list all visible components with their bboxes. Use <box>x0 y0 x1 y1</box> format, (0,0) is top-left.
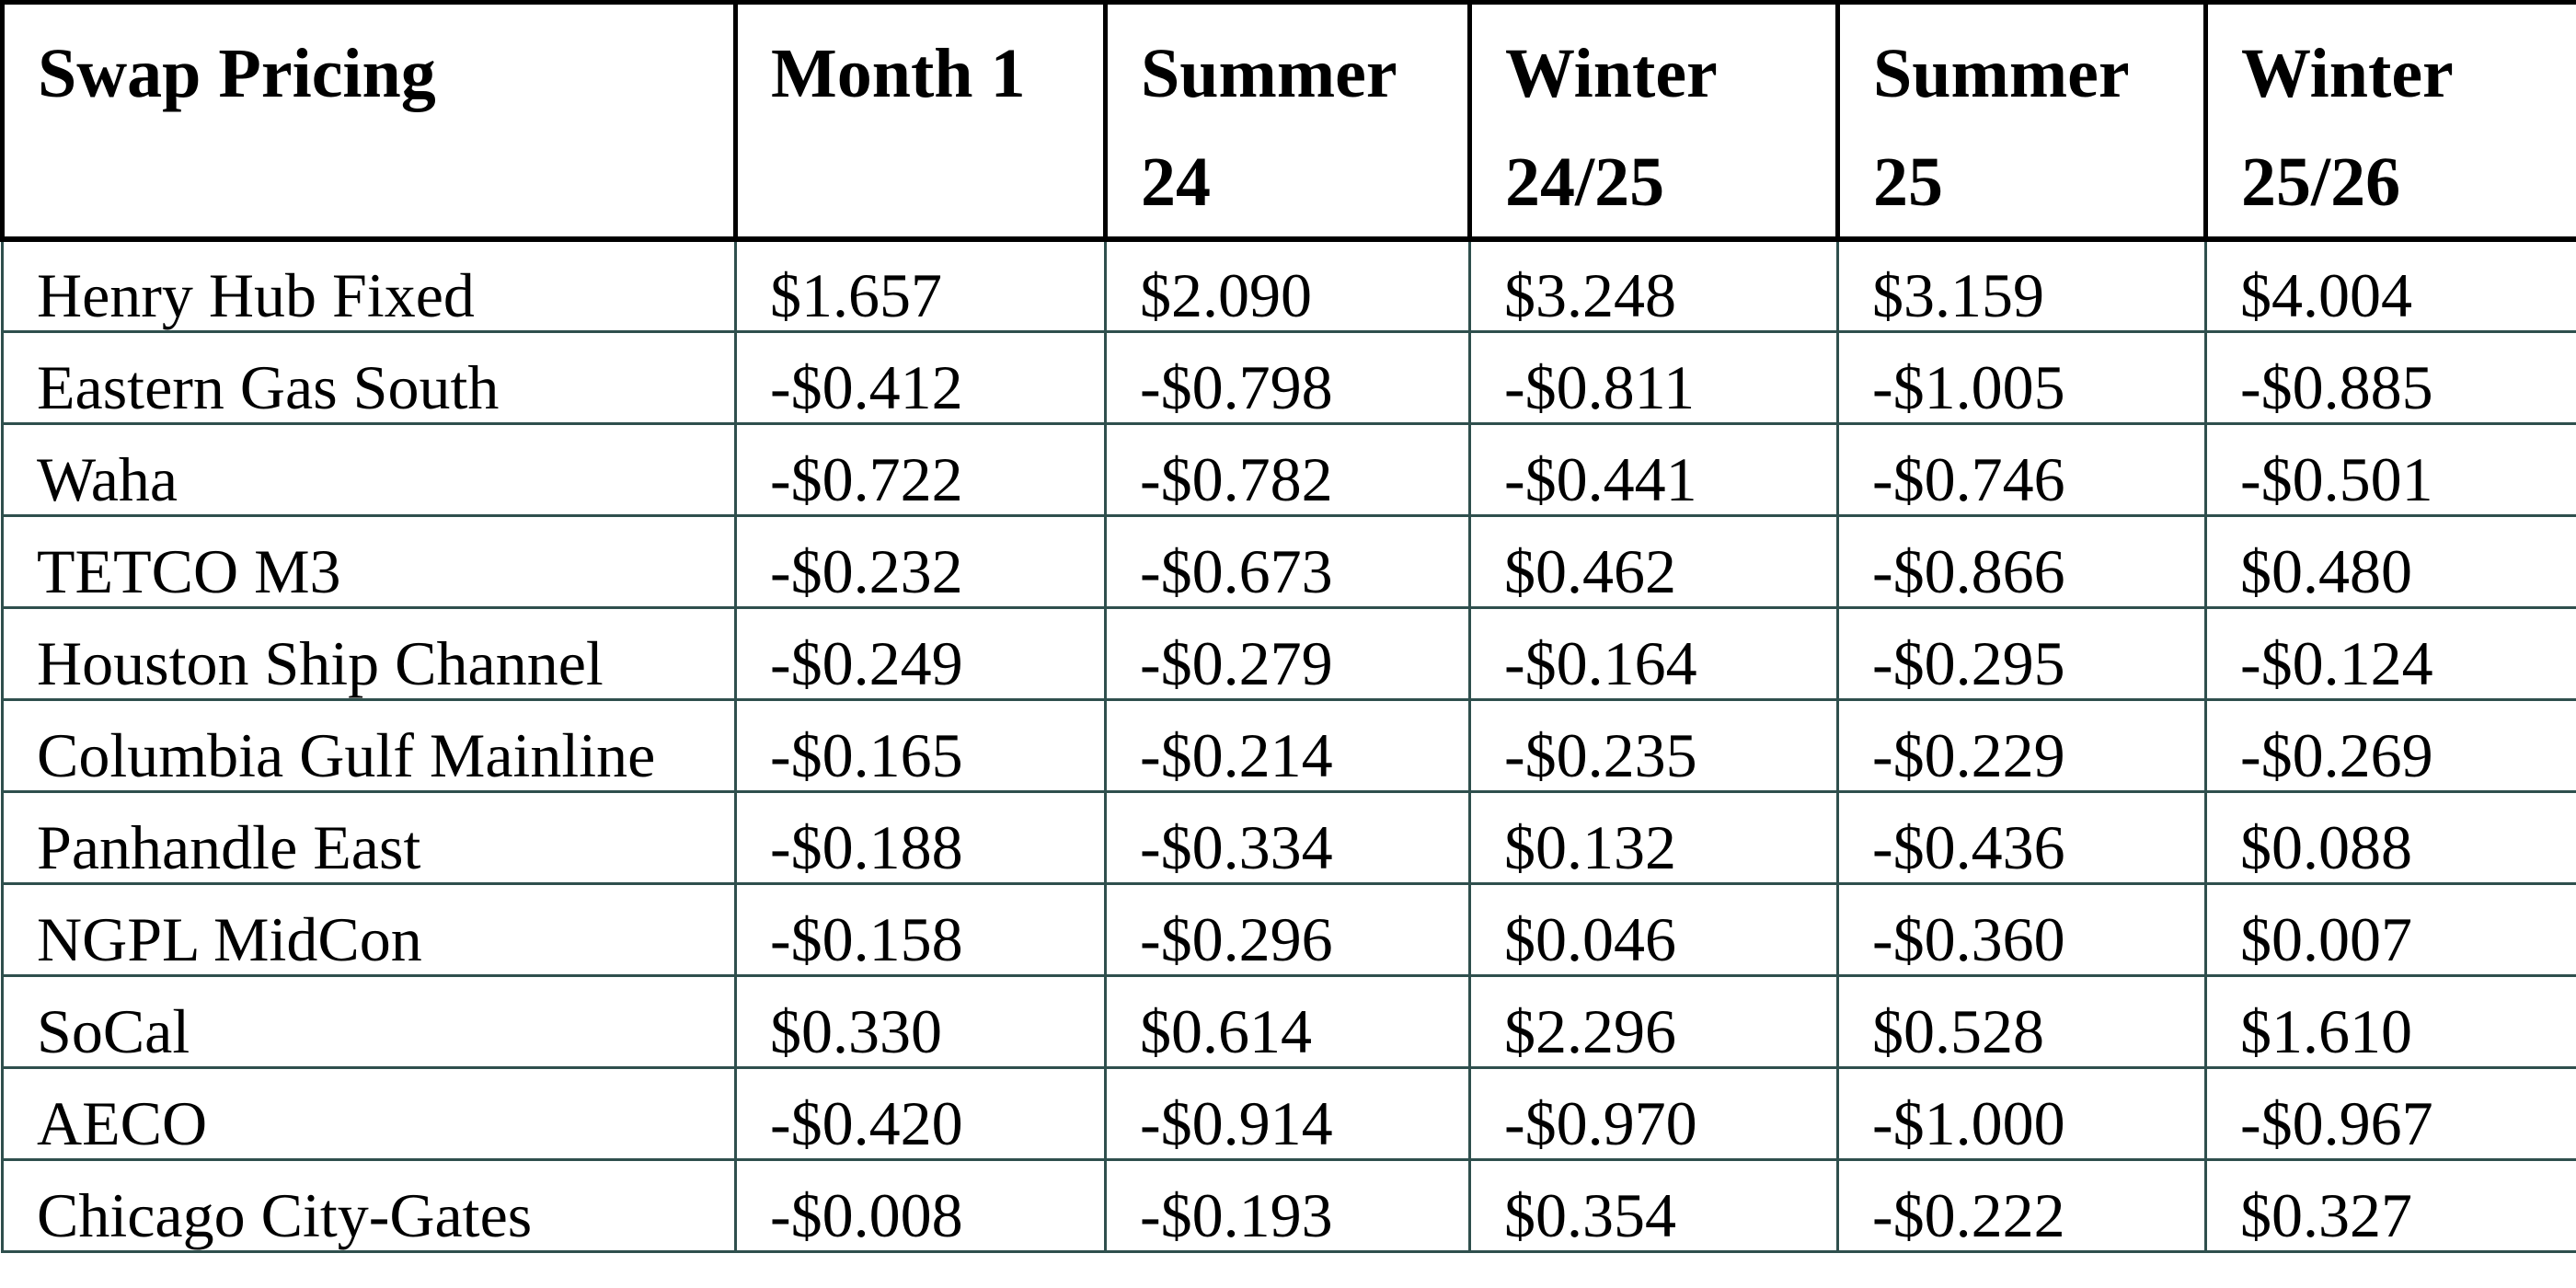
table-row: Chicago City-Gates -$0.008 -$0.193 $0.35… <box>1 1157 2576 1253</box>
price-cell: $3.248 <box>1468 237 1839 333</box>
price-cell: $1.610 <box>2204 973 2576 1069</box>
table-row: AECO -$0.420 -$0.914 -$0.970 -$1.000 -$0… <box>1 1065 2576 1161</box>
price-cell: -$0.885 <box>2204 329 2576 425</box>
row-label-cell: Chicago City-Gates <box>1 1157 737 1253</box>
table-row: Columbia Gulf Mainline -$0.165 -$0.214 -… <box>1 697 2576 793</box>
price-cell: -$0.269 <box>2204 697 2576 793</box>
column-header-winter-24-25: Winter 24/25 <box>1467 0 1840 242</box>
price-cell: -$0.746 <box>1836 421 2207 517</box>
price-cell: -$0.164 <box>1468 605 1839 701</box>
header-row: Swap Pricing Month 1 Summer 24 Winter 24… <box>0 0 2576 242</box>
table-body: Henry Hub Fixed $1.657 $2.090 $3.248 $3.… <box>1 237 2576 1253</box>
price-cell: -$0.214 <box>1104 697 1471 793</box>
column-header-summer-25: Summer 25 <box>1835 0 2208 242</box>
price-cell: -$0.673 <box>1104 513 1471 609</box>
table-row: Waha -$0.722 -$0.782 -$0.441 -$0.746 -$0… <box>1 421 2576 517</box>
price-cell: -$0.866 <box>1836 513 2207 609</box>
column-header-winter-25-26: Winter 25/26 <box>2203 0 2576 242</box>
table-title-cell: Swap Pricing <box>0 0 738 242</box>
row-label-cell: AECO <box>1 1065 737 1161</box>
column-header-month-1: Month 1 <box>733 0 1108 242</box>
table-row: Henry Hub Fixed $1.657 $2.090 $3.248 $3.… <box>1 237 2576 333</box>
price-cell: $2.296 <box>1468 973 1839 1069</box>
price-cell: $0.354 <box>1468 1157 1839 1253</box>
price-cell: $0.614 <box>1104 973 1471 1069</box>
price-cell: -$0.188 <box>734 789 1107 885</box>
table-row: SoCal $0.330 $0.614 $2.296 $0.528 $1.610 <box>1 973 2576 1069</box>
table-header: Swap Pricing Month 1 Summer 24 Winter 24… <box>0 0 2576 242</box>
price-cell: $3.159 <box>1836 237 2207 333</box>
price-cell: -$0.165 <box>734 697 1107 793</box>
price-cell: $0.007 <box>2204 881 2576 977</box>
table-row: Panhandle East -$0.188 -$0.334 $0.132 -$… <box>1 789 2576 885</box>
price-cell: -$0.412 <box>734 329 1107 425</box>
price-cell: -$0.222 <box>1836 1157 2207 1253</box>
row-label-cell: Henry Hub Fixed <box>1 237 737 333</box>
price-cell: -$0.420 <box>734 1065 1107 1161</box>
price-cell: -$0.249 <box>734 605 1107 701</box>
row-label-cell: Houston Ship Channel <box>1 605 737 701</box>
row-label-cell: TETCO M3 <box>1 513 737 609</box>
price-cell: -$0.798 <box>1104 329 1471 425</box>
price-cell: -$0.441 <box>1468 421 1839 517</box>
price-cell: -$0.008 <box>734 1157 1107 1253</box>
swap-pricing-table: Swap Pricing Month 1 Summer 24 Winter 24… <box>0 0 2576 1253</box>
price-cell: -$0.914 <box>1104 1065 1471 1161</box>
price-cell: -$0.722 <box>734 421 1107 517</box>
price-cell: -$0.811 <box>1468 329 1839 425</box>
price-cell: $0.088 <box>2204 789 2576 885</box>
price-cell: $0.327 <box>2204 1157 2576 1253</box>
row-label-cell: Waha <box>1 421 737 517</box>
price-cell: -$0.782 <box>1104 421 1471 517</box>
price-cell: $0.046 <box>1468 881 1839 977</box>
price-cell: -$0.235 <box>1468 697 1839 793</box>
row-label-cell: Columbia Gulf Mainline <box>1 697 737 793</box>
price-cell: -$0.229 <box>1836 697 2207 793</box>
price-cell: -$0.158 <box>734 881 1107 977</box>
price-cell: -$0.193 <box>1104 1157 1471 1253</box>
table-row: NGPL MidCon -$0.158 -$0.296 $0.046 -$0.3… <box>1 881 2576 977</box>
table-row: Houston Ship Channel -$0.249 -$0.279 -$0… <box>1 605 2576 701</box>
price-cell: $0.330 <box>734 973 1107 1069</box>
price-cell: -$0.360 <box>1836 881 2207 977</box>
price-cell: -$0.124 <box>2204 605 2576 701</box>
price-cell: -$1.000 <box>1836 1065 2207 1161</box>
column-header-summer-24: Summer 24 <box>1103 0 1472 242</box>
row-label-cell: Eastern Gas South <box>1 329 737 425</box>
price-cell: -$0.967 <box>2204 1065 2576 1161</box>
price-cell: -$1.005 <box>1836 329 2207 425</box>
price-cell: $1.657 <box>734 237 1107 333</box>
price-cell: -$0.501 <box>2204 421 2576 517</box>
table-row: Eastern Gas South -$0.412 -$0.798 -$0.81… <box>1 329 2576 425</box>
price-cell: $0.480 <box>2204 513 2576 609</box>
price-cell: $0.528 <box>1836 973 2207 1069</box>
row-label-cell: Panhandle East <box>1 789 737 885</box>
price-cell: $2.090 <box>1104 237 1471 333</box>
price-cell: -$0.279 <box>1104 605 1471 701</box>
price-cell: -$0.970 <box>1468 1065 1839 1161</box>
table-row: TETCO M3 -$0.232 -$0.673 $0.462 -$0.866 … <box>1 513 2576 609</box>
price-cell: -$0.295 <box>1836 605 2207 701</box>
price-cell: -$0.296 <box>1104 881 1471 977</box>
price-cell: $0.462 <box>1468 513 1839 609</box>
price-cell: $0.132 <box>1468 789 1839 885</box>
price-cell: $4.004 <box>2204 237 2576 333</box>
price-cell: -$0.334 <box>1104 789 1471 885</box>
price-cell: -$0.232 <box>734 513 1107 609</box>
row-label-cell: SoCal <box>1 973 737 1069</box>
row-label-cell: NGPL MidCon <box>1 881 737 977</box>
price-cell: -$0.436 <box>1836 789 2207 885</box>
